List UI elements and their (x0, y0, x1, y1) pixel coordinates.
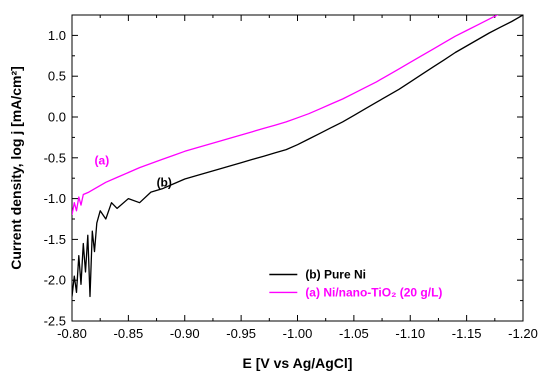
series-layer (72, 15, 523, 298)
x-tick-label: -0.95 (226, 326, 256, 341)
x-tick-label: -0.90 (170, 326, 200, 341)
legend-label-pure-ni: (b) Pure Ni (305, 267, 366, 281)
series-label-a: (a) (95, 153, 110, 167)
y-tick-label: -1.0 (44, 191, 66, 206)
x-axis: -0.80 -0.85 -0.90 -0.95 -1.00 -1.05 -1.10 -1.15… (57, 15, 538, 341)
x-tick-label: -1.15 (452, 326, 482, 341)
x-axis-title: E [V vs Ag/AgCl] (243, 355, 353, 371)
series-line-ni-tio2 (72, 15, 499, 216)
x-tick-label: -1.10 (395, 326, 425, 341)
legend: (b) Pure Ni (a) Ni/nano-TiO₂ (20 g/L) (269, 267, 442, 299)
y-tick-label: 1.0 (48, 28, 66, 43)
y-tick-label: 0.0 (48, 110, 66, 125)
x-tick-label: -0.80 (57, 326, 87, 341)
y-tick-label: -0.5 (44, 150, 66, 165)
x-tick-label: -1.00 (283, 326, 313, 341)
y-tick-label: -1.5 (44, 232, 66, 247)
x-tick-label: -0.85 (114, 326, 144, 341)
y-axis: -2.5 -2.0 -1.5 -1.0 -0.5 0.0 0.5 1.0 (44, 14, 523, 329)
y-tick-label: -2.0 (44, 273, 66, 288)
series-label-b: (b) (157, 175, 172, 189)
x-tick-label: -1.20 (508, 326, 538, 341)
legend-label-ni-tio2: (a) Ni/nano-TiO₂ (20 g/L) (305, 285, 442, 299)
series-line-pure-ni (72, 15, 523, 298)
y-axis-title: Current density, log j [mA/cm²] (8, 66, 24, 270)
y-tick-label: -2.5 (44, 314, 66, 329)
x-tick-label: -1.05 (339, 326, 369, 341)
y-tick-label: 0.5 (48, 69, 66, 84)
